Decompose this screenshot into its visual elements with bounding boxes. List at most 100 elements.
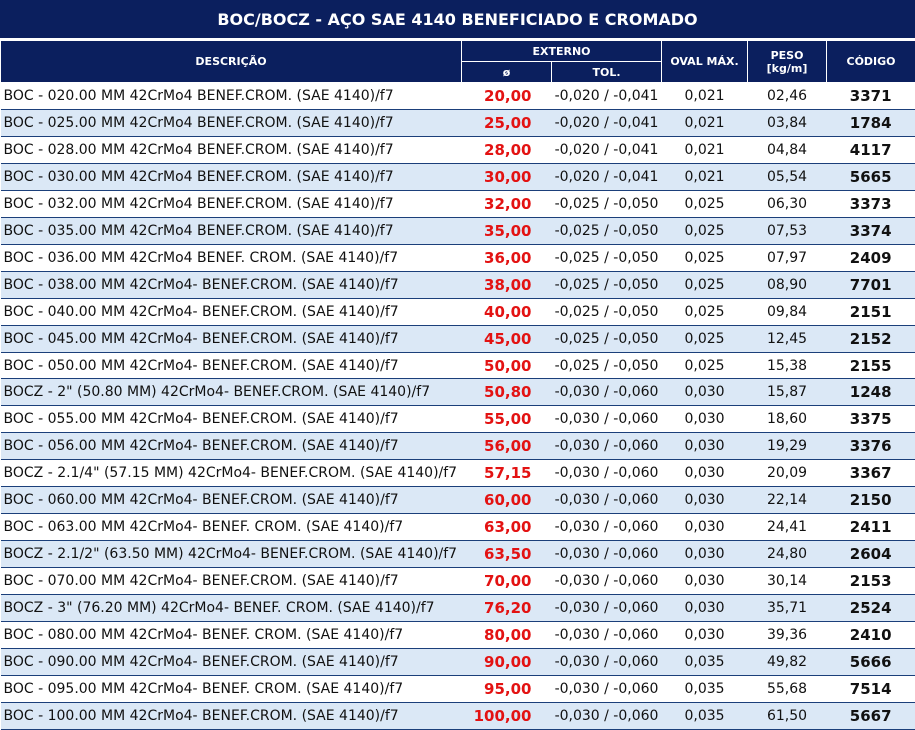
- cell-tolerancia: -0,030 / -0,060: [552, 379, 662, 406]
- cell-peso: 20,09: [748, 460, 827, 487]
- cell-tolerancia: -0,030 / -0,060: [552, 541, 662, 568]
- cell-tolerancia: -0,020 / -0,041: [552, 136, 662, 163]
- table-row: BOC - 030.00 MM 42CrMo4 BENEF.CROM. (SAE…: [1, 163, 915, 190]
- cell-peso: 39,36: [748, 622, 827, 649]
- cell-oval: 0,030: [662, 568, 748, 595]
- cell-diametro: 36,00: [462, 244, 552, 271]
- cell-diametro: 80,00: [462, 622, 552, 649]
- cell-diametro: 28,00: [462, 136, 552, 163]
- cell-tolerancia: -0,020 / -0,041: [552, 163, 662, 190]
- cell-descricao: BOC - 025.00 MM 42CrMo4 BENEF.CROM. (SAE…: [1, 109, 462, 136]
- cell-descricao: BOC - 080.00 MM 42CrMo4- BENEF. CROM. (S…: [1, 622, 462, 649]
- cell-oval: 0,025: [662, 190, 748, 217]
- cell-diametro: 95,00: [462, 675, 552, 702]
- table-row: BOC - 045.00 MM 42CrMo4- BENEF.CROM. (SA…: [1, 325, 915, 352]
- table-row: BOC - 036.00 MM 42CrMo4 BENEF. CROM. (SA…: [1, 244, 915, 271]
- cell-oval: 0,025: [662, 217, 748, 244]
- cell-codigo: 5667: [827, 702, 915, 729]
- cell-peso: 49,82: [748, 649, 827, 676]
- cell-oval: 0,030: [662, 622, 748, 649]
- cell-peso: 02,46: [748, 83, 827, 110]
- cell-descricao: BOCZ - 2" (50.80 MM) 42CrMo4- BENEF.CROM…: [1, 379, 462, 406]
- table-row: BOC - 056.00 MM 42CrMo4- BENEF.CROM. (SA…: [1, 433, 915, 460]
- cell-codigo: 3373: [827, 190, 915, 217]
- cell-codigo: 2524: [827, 595, 915, 622]
- cell-oval: 0,025: [662, 244, 748, 271]
- peso-unit: [kg/m]: [767, 62, 808, 75]
- cell-descricao: BOC - 038.00 MM 42CrMo4- BENEF.CROM. (SA…: [1, 271, 462, 298]
- cell-tolerancia: -0,030 / -0,060: [552, 595, 662, 622]
- cell-peso: 08,90: [748, 271, 827, 298]
- header-tol: TOL.: [552, 62, 662, 83]
- cell-codigo: 5666: [827, 649, 915, 676]
- header-oval: OVAL MÁX.: [662, 41, 748, 83]
- cell-oval: 0,030: [662, 379, 748, 406]
- table-row: BOC - 100.00 MM 42CrMo4- BENEF.CROM. (SA…: [1, 702, 915, 729]
- cell-oval: 0,035: [662, 649, 748, 676]
- table-row: BOC - 040.00 MM 42CrMo4- BENEF.CROM. (SA…: [1, 298, 915, 325]
- table-row: BOC - 035.00 MM 42CrMo4 BENEF.CROM. (SAE…: [1, 217, 915, 244]
- cell-codigo: 2604: [827, 541, 915, 568]
- table-title: BOC/BOCZ - AÇO SAE 4140 BENEFICIADO E CR…: [0, 0, 915, 40]
- cell-tolerancia: -0,020 / -0,041: [552, 83, 662, 110]
- table-row: BOCZ - 2.1/2" (63.50 MM) 42CrMo4- BENEF.…: [1, 541, 915, 568]
- cell-diametro: 45,00: [462, 325, 552, 352]
- cell-oval: 0,030: [662, 514, 748, 541]
- cell-peso: 24,80: [748, 541, 827, 568]
- table-row: BOC - 090.00 MM 42CrMo4- BENEF.CROM. (SA…: [1, 649, 915, 676]
- cell-tolerancia: -0,025 / -0,050: [552, 325, 662, 352]
- cell-diametro: 100,00: [462, 702, 552, 729]
- cell-descricao: BOC - 055.00 MM 42CrMo4- BENEF.CROM. (SA…: [1, 406, 462, 433]
- cell-tolerancia: -0,025 / -0,050: [552, 352, 662, 379]
- cell-oval: 0,030: [662, 487, 748, 514]
- cell-tolerancia: -0,020 / -0,041: [552, 109, 662, 136]
- cell-diametro: 63,00: [462, 514, 552, 541]
- cell-peso: 30,14: [748, 568, 827, 595]
- cell-oval: 0,025: [662, 271, 748, 298]
- cell-diametro: 60,00: [462, 487, 552, 514]
- cell-oval: 0,025: [662, 352, 748, 379]
- cell-descricao: BOC - 060.00 MM 42CrMo4- BENEF.CROM. (SA…: [1, 487, 462, 514]
- table-row: BOC - 070.00 MM 42CrMo4- BENEF.CROM. (SA…: [1, 568, 915, 595]
- cell-tolerancia: -0,030 / -0,060: [552, 649, 662, 676]
- cell-descricao: BOC - 095.00 MM 42CrMo4- BENEF. CROM. (S…: [1, 675, 462, 702]
- cell-tolerancia: -0,030 / -0,060: [552, 406, 662, 433]
- cell-codigo: 1248: [827, 379, 915, 406]
- header-diametro: ø: [462, 62, 552, 83]
- cell-peso: 12,45: [748, 325, 827, 352]
- cell-peso: 55,68: [748, 675, 827, 702]
- cell-diametro: 40,00: [462, 298, 552, 325]
- cell-tolerancia: -0,030 / -0,060: [552, 433, 662, 460]
- cell-descricao: BOC - 070.00 MM 42CrMo4- BENEF.CROM. (SA…: [1, 568, 462, 595]
- cell-diametro: 55,00: [462, 406, 552, 433]
- cell-diametro: 20,00: [462, 83, 552, 110]
- cell-tolerancia: -0,030 / -0,060: [552, 514, 662, 541]
- cell-peso: 09,84: [748, 298, 827, 325]
- cell-peso: 61,50: [748, 702, 827, 729]
- cell-diametro: 38,00: [462, 271, 552, 298]
- cell-peso: 06,30: [748, 190, 827, 217]
- cell-peso: 07,97: [748, 244, 827, 271]
- table-row: BOC - 055.00 MM 42CrMo4- BENEF.CROM. (SA…: [1, 406, 915, 433]
- cell-peso: 07,53: [748, 217, 827, 244]
- cell-peso: 15,87: [748, 379, 827, 406]
- cell-oval: 0,030: [662, 541, 748, 568]
- cell-codigo: 3375: [827, 406, 915, 433]
- cell-descricao: BOCZ - 2.1/4" (57.15 MM) 42CrMo4- BENEF.…: [1, 460, 462, 487]
- table-row: BOC - 025.00 MM 42CrMo4 BENEF.CROM. (SAE…: [1, 109, 915, 136]
- cell-descricao: BOC - 028.00 MM 42CrMo4 BENEF.CROM. (SAE…: [1, 136, 462, 163]
- cell-diametro: 90,00: [462, 649, 552, 676]
- cell-peso: 22,14: [748, 487, 827, 514]
- cell-diametro: 56,00: [462, 433, 552, 460]
- cell-descricao: BOCZ - 3" (76.20 MM) 42CrMo4- BENEF. CRO…: [1, 595, 462, 622]
- cell-tolerancia: -0,025 / -0,050: [552, 298, 662, 325]
- table-row: BOC - 063.00 MM 42CrMo4- BENEF. CROM. (S…: [1, 514, 915, 541]
- cell-tolerancia: -0,030 / -0,060: [552, 622, 662, 649]
- cell-tolerancia: -0,030 / -0,060: [552, 460, 662, 487]
- cell-diametro: 70,00: [462, 568, 552, 595]
- cell-peso: 03,84: [748, 109, 827, 136]
- header-peso: PESO[kg/m]: [748, 41, 827, 83]
- cell-descricao: BOC - 063.00 MM 42CrMo4- BENEF. CROM. (S…: [1, 514, 462, 541]
- cell-codigo: 2153: [827, 568, 915, 595]
- cell-tolerancia: -0,030 / -0,060: [552, 702, 662, 729]
